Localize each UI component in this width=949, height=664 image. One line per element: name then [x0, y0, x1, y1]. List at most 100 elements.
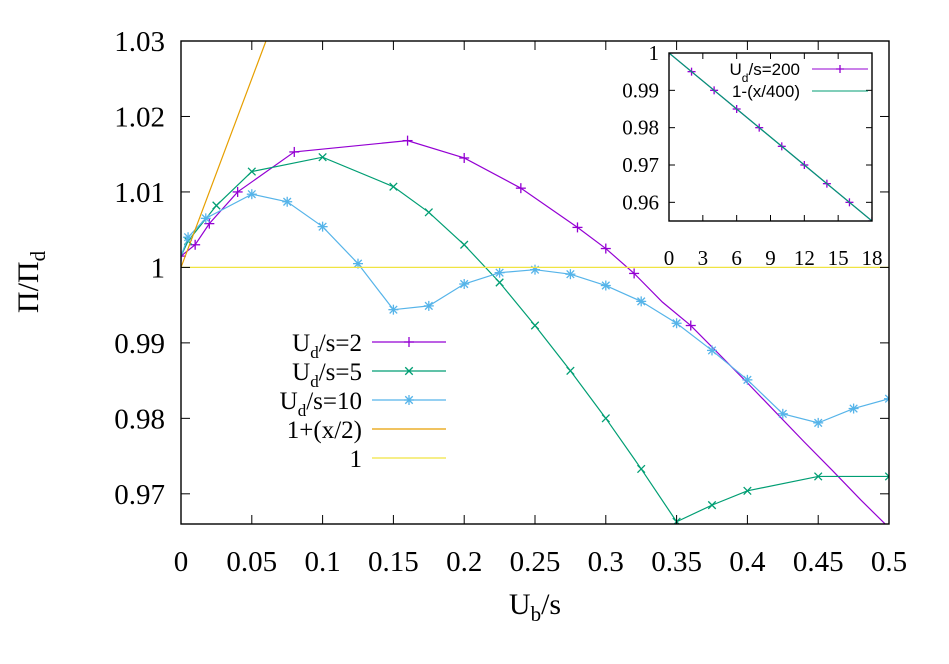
main-series-group	[181, 41, 889, 524]
main-xtick-label-10: 0.5	[871, 546, 907, 578]
main-series-u-d-s-2-point-11	[685, 320, 696, 331]
main-frame	[180, 40, 890, 525]
main-xtick-label-8: 0.4	[729, 546, 766, 578]
main-series-u-d-s-10-point-15	[707, 345, 717, 356]
main-legend-entry-u-d-s-10-label: Ud/s=10	[280, 388, 362, 420]
main-series-u-d-s-5-point-11	[636, 464, 646, 474]
main-series-u-d-s-10-point-1	[200, 213, 211, 224]
main-legend-entry-u-d-s-2-label: Ud/s=2	[292, 330, 362, 362]
main-series-u-d-s-5-point-16-d2	[884, 475, 889, 481]
main-series-u-d-s-10-point-16-d2	[743, 375, 752, 385]
main-series-u-d-s-10-point-7	[423, 300, 434, 311]
main-xtick-label-4: 0.2	[446, 546, 482, 578]
main-series-u-d-s-5-point-2	[247, 167, 257, 176]
main-series-u-d-s-10-point-3-d2	[282, 197, 292, 206]
x-axis-label-rest: /s	[541, 588, 561, 621]
main-series-u-d-s-10-point-9	[494, 267, 505, 278]
main-series-u-d-s-10-point-8	[459, 279, 470, 290]
main-series-u-d-s-10-point-1-d2	[201, 214, 210, 223]
main-series-u-d-s-5-point-8-d2	[530, 321, 540, 330]
main-series-u-d-s-5-point-7	[495, 278, 504, 287]
y-axis-label: Π/Πd	[12, 250, 50, 313]
main-series-u-d-s-10-point-5-d2	[353, 259, 363, 268]
main-legend-entry-1-label-main: 1	[350, 446, 363, 473]
main-series-u-d-s-10-point-11-d2	[566, 269, 575, 279]
main-legend-entry-u-d-s-10-marker-d2	[404, 395, 414, 405]
main-series-u-d-s-5-point-4-d2	[389, 182, 398, 191]
main-series-u-d-s-5-point-13	[707, 500, 717, 510]
main-series-u-d-s-2-point-3	[232, 186, 243, 197]
main-series-u-d-s-10-point-19	[848, 403, 859, 414]
main-series-u-d-s-5-point-15-d2	[813, 472, 823, 481]
main-series-u-d-s-10-point-13-d2	[636, 297, 646, 306]
inset-xtick-label-6: 18	[862, 246, 883, 270]
main-series-u-d-s-5-point-13-d2	[707, 500, 717, 510]
main-xtick-label-0: 0	[174, 546, 189, 578]
main-ytick-label-2: 0.99	[114, 328, 165, 360]
main-legend-entry-u-d-s-2-label-rest: /s=2	[319, 330, 362, 357]
main-series-u-d-s-5-point-14-d2	[743, 486, 752, 496]
inset-ytick-label-3: 0.99	[622, 78, 659, 102]
main-series-u-d-s-5-point-1	[212, 201, 221, 210]
y-axis-label-group: Π/Πd	[12, 250, 50, 313]
main-legend-entry-1-x-2-label-main: 1+(x/2)	[287, 417, 362, 444]
main-series-u-d-s-2-point-10	[629, 268, 640, 279]
inset-legend-entry-u-d-s-200-label-sub: d	[742, 71, 749, 85]
main-legend-entry-u-d-s-2-label-sub: d	[310, 343, 319, 362]
inset-legend-entry-u-d-s-200-label-main: U	[730, 60, 742, 79]
main-xtick-label-7: 0.35	[651, 546, 702, 578]
main-legend-entry-u-d-s-10-marker	[404, 395, 414, 405]
main-series-u-d-s-10-point-11	[565, 269, 576, 280]
inset-plot: 0 3 6 9 12 15 180.960.970.980.991Ud/s=2001-(x/…	[622, 41, 882, 270]
inset-ytick-label-1: 0.97	[622, 153, 659, 177]
main-series-u-d-s-10-point-12-d2	[601, 281, 611, 290]
main-series-u-d-s-5-point-10	[601, 414, 611, 423]
main-series-u-d-s-2-point-7	[515, 183, 526, 194]
inset-xtick-label-1: 3	[698, 246, 709, 270]
main-series-u-d-s-10-point-13	[636, 296, 647, 307]
main-series-u-d-s-5-point-7-d2	[495, 278, 504, 287]
main-legend-entry-u-d-s-10-label-rest: /s=10	[306, 388, 362, 415]
main-series-u-d-s-10-point-8-d2	[459, 279, 469, 289]
main-legend-entry-u-d-s-5-label-main: U	[292, 359, 310, 386]
main-xtick-label-6: 0.3	[588, 546, 624, 578]
main-series-u-d-s-10-point-14	[671, 318, 682, 329]
main-series-u-d-s-10-point-6	[388, 304, 399, 315]
main-legend-entry-u-d-s-5-label-rest: /s=5	[319, 359, 362, 386]
main-series-u-d-s-5-point-16-d1	[884, 472, 889, 478]
x-axis-label-sub: b	[531, 602, 542, 626]
inset-xtick-label-2: 6	[731, 246, 742, 270]
main-series-u-d-s-10-point-14-d2	[672, 319, 681, 328]
main-xtick-label-3: 0.15	[368, 546, 419, 578]
main-series-u-d-s-10-point-4	[317, 221, 328, 232]
main-series-u-d-s-10-point-0-d2	[183, 233, 193, 242]
inset-series-1-x-400-line	[669, 53, 872, 221]
main-series-u-d-s-10-point-4-d2	[318, 222, 327, 231]
main-series-u-d-s-5-point-9-d2	[566, 366, 575, 376]
main-legend-entry-u-d-s-2-label-main: U	[292, 330, 310, 357]
main-series-u-d-s-5-point-4	[389, 182, 398, 191]
main-series-u-d-s-10-point-16	[742, 374, 753, 385]
main-series-u-d-s-2-line	[181, 140, 887, 524]
main-series-u-d-s-10-point-20	[884, 393, 889, 404]
main-series-u-d-s-5-point-5	[424, 208, 434, 217]
main-xtick-label-9: 0.45	[793, 546, 844, 578]
inset-legend-entry-1-x-400-label-main: 1-(x/400)	[732, 82, 800, 101]
main-xtick-label-5: 0.25	[510, 546, 561, 578]
y-axis-label-main: Π/Π	[12, 261, 45, 313]
main-series-u-d-s-5-point-15	[813, 472, 823, 481]
main-legend-entry-1-label: 1	[350, 446, 363, 473]
main-legend-entry-u-d-s-5-label: Ud/s=5	[292, 359, 362, 391]
main-series-u-d-s-10-point-6-d2	[389, 305, 398, 314]
main-ytick-label-6: 1.03	[114, 26, 165, 58]
inset-legend-entry-1-x-400-label: 1-(x/400)	[732, 82, 800, 101]
main-series-u-d-s-5-point-11-d2	[636, 464, 646, 474]
main-series-u-d-s-5-point-2-d2	[247, 167, 257, 176]
main-series-u-d-s-5-point-5-d2	[424, 208, 434, 217]
main-series-u-d-s-10-point-20-d1	[884, 394, 889, 400]
main-series-u-d-s-5-point-9	[566, 366, 575, 376]
inset-xtick-label-0: 0	[664, 246, 675, 270]
main-ytick-label-0: 0.97	[114, 479, 165, 511]
main-series-u-d-s-10-point-18	[813, 417, 824, 428]
